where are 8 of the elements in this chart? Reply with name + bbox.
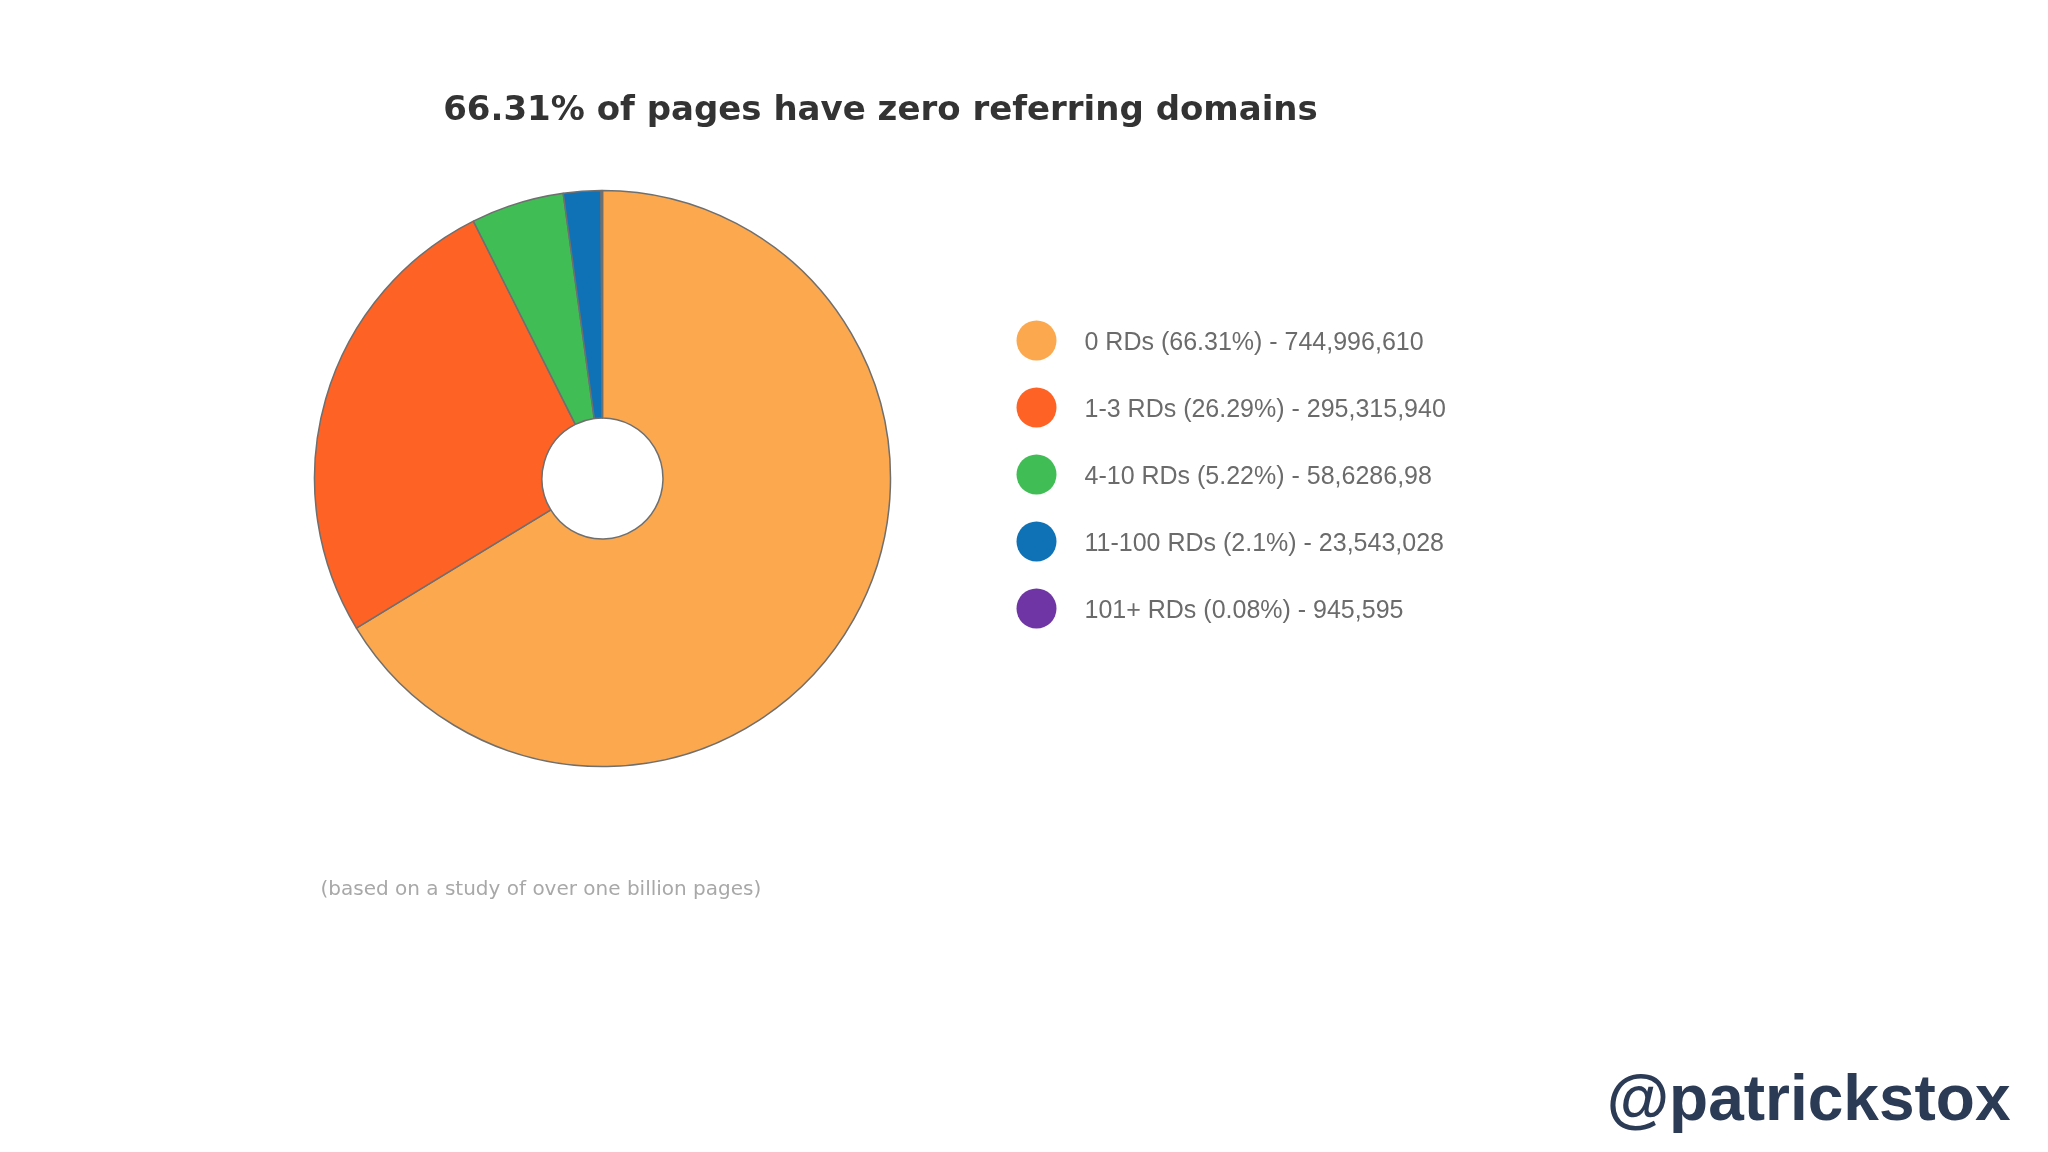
chart-title: 66.31% of pages have zero referring domains [443,87,1318,128]
text: (based on a study of over one billion pages) [320,875,762,900]
legend-label: 11-100 RDs (2.1%) - 23,543,028 [1084,527,1444,556]
legend-label: 101+ RDs (0.08%) - 945,595 [1084,594,1404,623]
legend-label: 4-10 RDs (5.22%) - 58,6286,98 [1084,460,1432,489]
legend-label: 0 RDs (66.31%) - 744,996,610 [1084,326,1424,355]
legend-label: 1-3 RDs (26.29%) - 295,315,940 [1084,393,1446,422]
text: @patrickstox [1606,1061,2011,1134]
